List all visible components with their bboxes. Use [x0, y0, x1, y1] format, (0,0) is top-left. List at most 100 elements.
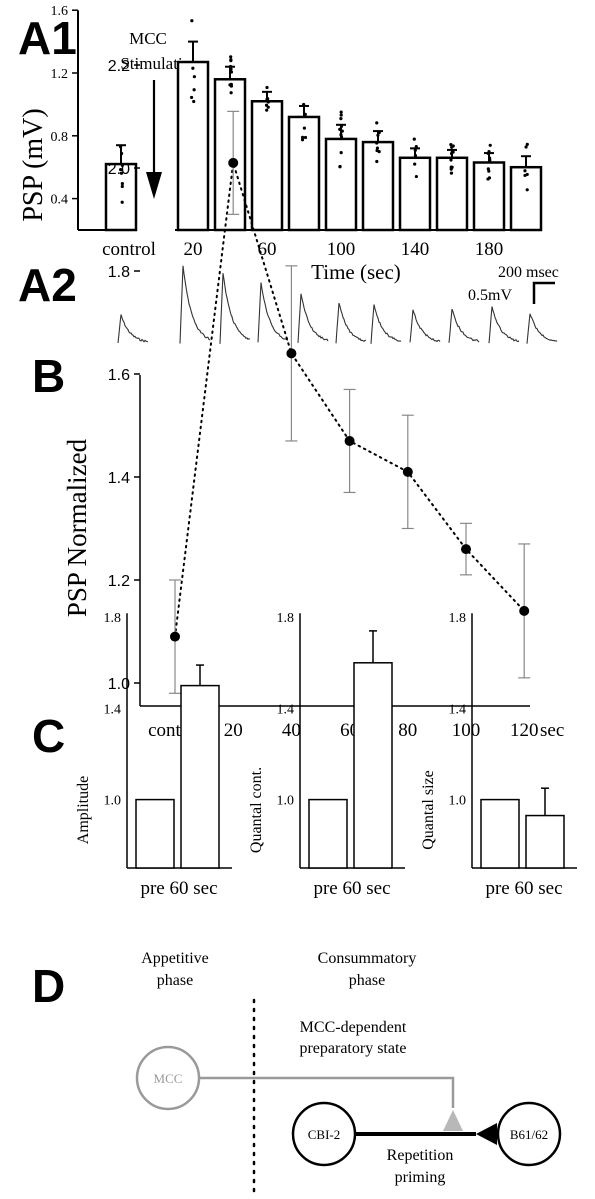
a1-xtick-label: 20: [184, 239, 203, 260]
a1-sample-dot: [229, 55, 233, 59]
a1-sample-dot: [451, 150, 455, 154]
b-ytick-label: 1.8: [108, 264, 130, 281]
a1-sample-dot: [191, 66, 195, 70]
a1-sample-dot: [120, 181, 124, 186]
panel-a2-label: A2: [18, 259, 77, 311]
a1-sample-dot: [488, 143, 492, 147]
stim-arrow-head: [146, 172, 162, 199]
a1-sample-dot: [339, 151, 343, 155]
psp-trace: [179, 265, 211, 344]
a1-ytick-label: 1.2: [51, 67, 69, 82]
psp-trace: [526, 313, 558, 344]
psp-traces: [117, 265, 558, 344]
consummatory-line2: phase: [349, 972, 385, 989]
a1-sample-dot: [449, 142, 453, 147]
c-ytick-label: 1.0: [277, 794, 295, 809]
a1-control-label: control: [102, 239, 156, 260]
consummatory-line1: Consummatory: [318, 950, 417, 967]
psp-trace: [409, 309, 441, 343]
a1-bar: [176, 60, 210, 232]
psp-trace: [219, 273, 251, 344]
a1-sample-dot: [487, 150, 491, 154]
a1-sample-dot: [229, 91, 233, 95]
b-data-point: [228, 157, 239, 168]
a1-bar: [250, 100, 284, 232]
b-ytick-label: 2.2: [108, 58, 130, 75]
b-data-point: [170, 631, 180, 642]
psp-trace: [448, 308, 480, 343]
a1-sample-dot: [375, 146, 380, 150]
a1-sample-dot: [486, 167, 490, 171]
b-ytick-label: 1.4: [108, 470, 130, 487]
rep-line2: priming: [395, 1169, 446, 1186]
a1-bar: [361, 140, 395, 232]
a1-sample-dot: [377, 130, 381, 135]
scale-time-label: 200 msec: [498, 264, 559, 281]
a1-sample-dot: [449, 158, 453, 162]
a1-ylabel: PSP (mV): [18, 108, 49, 221]
mcc-synapse: [443, 1110, 463, 1131]
b-xtick-label: 100: [452, 720, 481, 741]
a1-sample-dot: [265, 85, 269, 90]
c-bar: [308, 798, 348, 869]
a1-sample-dot: [339, 110, 343, 114]
a1-sample-dot: [192, 88, 196, 92]
a1-sample-dot: [120, 200, 124, 204]
b-data-point: [344, 435, 355, 446]
a1-sample-dot: [338, 127, 342, 131]
a1-sample-dot: [339, 113, 343, 117]
a1-sample-dot: [190, 19, 194, 23]
a1-bars: [104, 19, 543, 232]
a1-xtick-label: 60: [258, 239, 277, 260]
a1-sample-dot: [449, 167, 453, 171]
a1-sample-dot: [303, 112, 307, 116]
a1-sample-dot: [120, 184, 124, 189]
a1-sample-dot: [228, 64, 233, 69]
c-bar: [135, 798, 175, 869]
psp-trace: [257, 282, 289, 343]
a1-sample-dot: [118, 145, 123, 149]
a1-sample-dot: [264, 103, 269, 107]
a1-sample-dot: [525, 142, 529, 146]
c-ytick-label: 1.4: [449, 702, 467, 717]
a1-bar: [287, 115, 321, 232]
a1-sample-dot: [486, 177, 490, 181]
a1-sample-dot: [525, 172, 529, 177]
c-ytick-label: 1.8: [449, 611, 467, 626]
a1-sample-dot: [229, 70, 234, 74]
a1-xtick-label: 100: [327, 239, 356, 260]
node-cbi2-label: CBI-2: [308, 1127, 341, 1142]
b-xtick-label: 80: [398, 720, 417, 741]
a1-sample-dot: [300, 135, 305, 139]
a1-bar: [398, 156, 432, 232]
c-xlabel: pre 60 sec: [485, 878, 562, 899]
b-ytick-label: 2.0: [108, 161, 130, 178]
panel-b-label: B: [32, 350, 65, 402]
a1-sample-dot: [414, 144, 418, 149]
b-xtick-label: 120: [510, 720, 539, 741]
panel-c-label: C: [32, 710, 65, 762]
b-data-point: [519, 605, 530, 616]
c-bar: [353, 662, 393, 869]
b-xtick-label: 40: [282, 720, 301, 741]
a1-sample-dot: [375, 159, 379, 164]
a1-sample-dot: [338, 164, 342, 169]
b-data-point: [402, 466, 413, 477]
a1-sample-dot: [189, 95, 194, 100]
a1-yaxis: 0.4 0.8 1.2 1.6: [51, 4, 79, 230]
a1-ytick-label: 0.8: [51, 130, 69, 145]
c-panels: 1.0 1.4 1.8 Amplitude pre 60 sec 1.0 1.4 1.8 Qua…: [75, 611, 577, 899]
a1-sample-dot: [302, 102, 306, 107]
scale-bar: [532, 281, 555, 304]
c-xlabel: pre 60 sec: [140, 878, 217, 899]
psp-trace: [335, 302, 367, 344]
panel-a1-label: A1: [18, 12, 77, 64]
b-plot: [169, 110, 531, 694]
a1-sample-dot: [192, 99, 196, 104]
a1-sample-dot: [339, 124, 344, 128]
a1-sample-dot: [524, 145, 528, 149]
a1-sample-dot: [339, 117, 343, 121]
a1-xtick-label: 140: [401, 239, 430, 260]
b-data-point: [286, 348, 297, 359]
